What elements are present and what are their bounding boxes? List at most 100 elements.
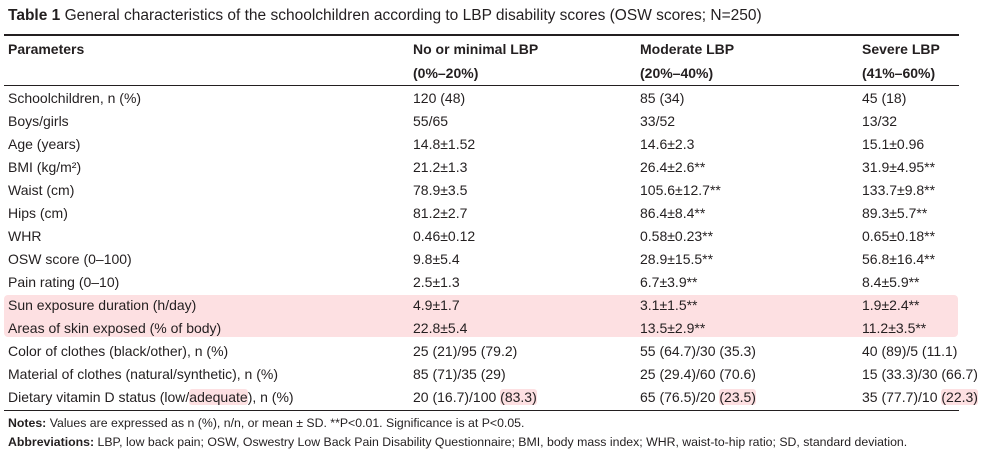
cell-no-minimal: 21.2±1.3 <box>413 159 468 175</box>
table-row: Areas of skin exposed (% of body) 22.8±5.… <box>0 317 1006 340</box>
cell-moderate: 3.1±1.5** <box>640 297 698 313</box>
table-number: Table 1 <box>8 7 61 24</box>
cell-no-minimal: 9.8±5.4 <box>413 251 460 267</box>
cell-severe: 31.9±4.95** <box>862 159 936 175</box>
row-label: Areas of skin exposed (% of body) <box>8 320 222 336</box>
row-label: WHR <box>8 228 42 244</box>
row-label: Waist (cm) <box>8 182 75 198</box>
cell-moderate: 26.4±2.6** <box>640 159 706 175</box>
row-label: BMI (kg/m²) <box>8 159 82 175</box>
table-row: Schoolchildren, n (%) 120 (48) 85 (34) 45 (… <box>0 87 1006 110</box>
cell-no-minimal: 22.8±5.4 <box>413 320 468 336</box>
highlight-band <box>4 295 958 337</box>
header-severe-lbp: Severe LBP (41%–60%) <box>862 37 940 85</box>
abbreviations-label: Abbreviations: <box>8 435 95 449</box>
cell-no-minimal: 14.8±1.52 <box>413 136 476 152</box>
table-row: OSW score (0–100) 9.8±5.4 28.9±15.5** 56.8±… <box>0 248 1006 271</box>
table-row: Material of clothes (natural/synthetic),… <box>0 363 1006 386</box>
header-range: (0%–20%) <box>413 65 479 81</box>
table-row-dietary: Dietary vitamin D status (low/adequate),… <box>0 386 1006 409</box>
cell-moderate: 6.7±3.9** <box>640 274 698 290</box>
cell-severe: 11.2±3.5** <box>862 320 927 336</box>
header-title: Severe LBP <box>862 41 940 57</box>
table-row: Hips (cm) 81.2±2.7 86.4±8.4** 89.3±5.7** <box>0 202 1006 225</box>
cell-part: 35 (77.7)/10 <box>862 389 942 405</box>
cell-severe: 35 (77.7)/10 (22.3) <box>862 386 978 409</box>
table-row: WHR 0.46±0.12 0.58±0.23** 0.65±0.18** <box>0 225 1006 248</box>
cell-moderate: 105.6±12.7** <box>640 182 721 198</box>
label-part: ), n (%) <box>247 389 294 405</box>
cell-no-minimal: 85 (71)/35 (29) <box>413 366 506 382</box>
header-range: (41%–60%) <box>862 65 936 81</box>
notes-label: Notes: <box>8 416 47 430</box>
row-label: OSW score (0–100) <box>8 251 132 267</box>
cell-moderate: 28.9±15.5** <box>640 251 714 267</box>
header-rule <box>4 85 959 86</box>
row-label: Boys/girls <box>8 113 69 129</box>
top-rule <box>4 34 959 36</box>
cell-severe: 133.7±9.8** <box>862 182 936 198</box>
cell-highlight: (83.3) <box>500 389 537 405</box>
cell-moderate: 85 (34) <box>640 90 685 106</box>
table-row: BMI (kg/m²) 21.2±1.3 26.4±2.6** 31.9±4.95** <box>0 156 1006 179</box>
table-row: Sun exposure duration (h/day) 4.9±1.7 3.1±… <box>0 294 1006 317</box>
cell-no-minimal: 4.9±1.7 <box>413 297 460 313</box>
cell-severe: 15 (33.3)/30 (66.7) <box>862 366 978 382</box>
row-label: Age (years) <box>8 136 81 152</box>
cell-part: 20 (16.7)/100 <box>413 389 501 405</box>
header-moderate-lbp: Moderate LBP (20%–40%) <box>640 37 734 85</box>
cell-no-minimal: 20 (16.7)/100 (83.3) <box>413 386 537 409</box>
cell-moderate: 33/52 <box>640 113 676 129</box>
cell-highlight: (22.3) <box>941 389 978 405</box>
table-row: Boys/girls 55/65 33/52 13/32 <box>0 110 1006 133</box>
table-row: Age (years) 14.8±1.52 14.6±2.3 15.1±0.96 <box>0 133 1006 156</box>
cell-no-minimal: 55/65 <box>413 113 449 129</box>
table-row: Pain rating (0–10) 2.5±1.3 6.7±3.9** 8.4±5.… <box>0 271 1006 294</box>
cell-severe: 1.9±2.4** <box>862 297 920 313</box>
header-range: (20%–40%) <box>640 65 714 81</box>
cell-moderate: 25 (29.4)/60 (70.6) <box>640 366 756 382</box>
cell-moderate: 86.4±8.4** <box>640 205 706 221</box>
cell-severe: 13/32 <box>862 113 898 129</box>
table-abbreviations: Abbreviations: LBP, low back pain; OSW, … <box>8 435 907 449</box>
cell-moderate: 14.6±2.3 <box>640 136 695 152</box>
table-row: Color of clothes (black/other), n (%) 25 … <box>0 340 1006 363</box>
row-label: Material of clothes (natural/synthetic),… <box>8 366 278 382</box>
cell-part: 65 (76.5)/20 <box>640 389 720 405</box>
cell-severe: 40 (89)/5 (11.1) <box>862 343 958 359</box>
header-no-minimal-lbp: No or minimal LBP (0%–20%) <box>413 37 538 85</box>
header-parameters: Parameters <box>8 41 85 57</box>
row-label: Dietary vitamin D status (low/adequate),… <box>8 386 294 409</box>
cell-severe: 89.3±5.7** <box>862 205 928 221</box>
notes-text: Values are expressed as n (%), n/n, or m… <box>49 416 525 430</box>
row-label: Schoolchildren, n (%) <box>8 90 142 106</box>
header-title: Moderate LBP <box>640 41 735 57</box>
row-label: Hips (cm) <box>8 205 68 221</box>
cell-no-minimal: 120 (48) <box>413 90 466 106</box>
cell-no-minimal: 0.46±0.12 <box>413 228 476 244</box>
table-row: Waist (cm) 78.9±3.5 105.6±12.7** 133.7±9.8*… <box>0 179 1006 202</box>
cell-moderate: 65 (76.5)/20 (23.5) <box>640 386 756 409</box>
cell-no-minimal: 25 (21)/95 (79.2) <box>413 343 518 359</box>
row-label: Sun exposure duration (h/day) <box>8 297 197 313</box>
cell-no-minimal: 81.2±2.7 <box>413 205 468 221</box>
label-part: Dietary vitamin D status (low/ <box>8 389 190 405</box>
bottom-rule <box>4 410 959 411</box>
cell-severe: 56.8±16.4** <box>862 251 936 267</box>
cell-moderate: 0.58±0.23** <box>640 228 714 244</box>
abbreviations-text: LBP, low back pain; OSW, Oswestry Low Ba… <box>97 435 908 449</box>
cell-no-minimal: 2.5±1.3 <box>413 274 460 290</box>
table-notes: Notes: Values are expressed as n (%), n/… <box>8 416 524 430</box>
table-caption: General characteristics of the schoolchi… <box>64 7 762 24</box>
header-title: No or minimal LBP <box>413 41 539 57</box>
cell-no-minimal: 78.9±3.5 <box>413 182 468 198</box>
table-title: Table 1 General characteristics of the s… <box>8 7 762 25</box>
cell-severe: 8.4±5.9** <box>862 274 920 290</box>
cell-moderate: 55 (64.7)/30 (35.3) <box>640 343 756 359</box>
cell-severe: 15.1±0.96 <box>862 136 925 152</box>
cell-severe: 45 (18) <box>862 90 907 106</box>
cell-severe: 0.65±0.18** <box>862 228 936 244</box>
cell-moderate: 13.5±2.9** <box>640 320 706 336</box>
label-highlight: adequate <box>189 389 248 405</box>
